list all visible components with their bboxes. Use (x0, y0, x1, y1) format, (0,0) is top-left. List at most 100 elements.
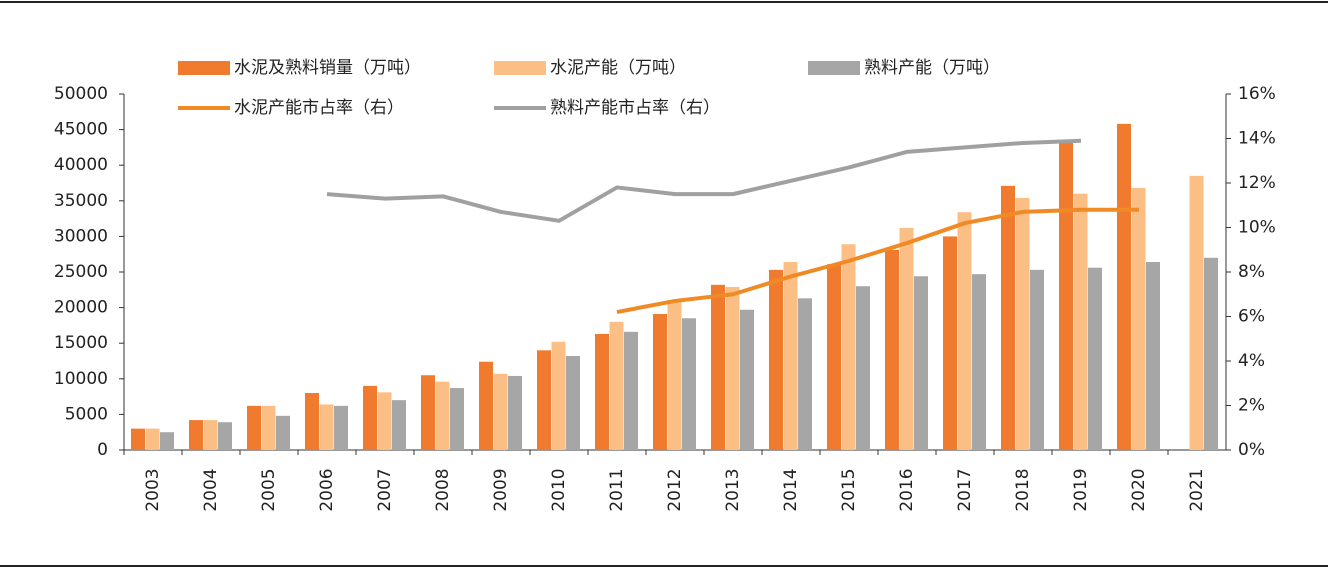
y-tick-label: 30000 (54, 226, 108, 246)
y-tick-label: 5000 (65, 404, 108, 424)
bar (972, 274, 986, 450)
bar (841, 244, 856, 450)
bar (203, 420, 218, 450)
bar (479, 361, 493, 450)
bar (247, 405, 261, 450)
bar (740, 309, 754, 450)
bar (218, 422, 232, 450)
legend-label: 水泥产能（万吨） (550, 58, 686, 78)
bar (363, 385, 377, 450)
y2-tick-label: 8% (1238, 262, 1265, 282)
bar (711, 284, 725, 450)
bar (1030, 269, 1044, 450)
bar (145, 428, 160, 450)
bar (609, 321, 624, 450)
x-tick-label: 2014 (781, 468, 801, 511)
x-tick-label: 2019 (1071, 468, 1091, 511)
bar (566, 356, 580, 450)
x-tick-label: 2005 (259, 468, 279, 511)
x-tick-label: 2008 (433, 468, 453, 511)
legend-swatch (808, 61, 860, 75)
x-tick-label: 2013 (723, 468, 743, 511)
bar (131, 428, 145, 450)
y-tick-label: 50000 (54, 84, 108, 104)
y2-tick-label: 6% (1238, 307, 1265, 327)
y2-tick-label: 2% (1238, 396, 1265, 416)
y-tick-label: 15000 (54, 333, 108, 353)
bar (595, 333, 609, 450)
y2-tick-label: 0% (1238, 440, 1265, 460)
bar (769, 269, 783, 450)
bar (1088, 267, 1102, 450)
bar (392, 400, 406, 450)
bar (1059, 140, 1073, 450)
bar (1073, 193, 1088, 450)
y-tick-label: 0 (97, 440, 108, 460)
x-tick-label: 2018 (1013, 468, 1033, 511)
bar (943, 236, 957, 450)
x-tick-label: 2009 (491, 468, 511, 511)
bar (667, 301, 682, 450)
bar (334, 405, 348, 450)
x-tick-label: 2021 (1187, 468, 1207, 511)
line (616, 207, 1139, 315)
bar (885, 249, 899, 450)
y-tick-label: 10000 (54, 369, 108, 389)
bar (783, 262, 798, 450)
legend-label: 熟料产能（万吨） (864, 57, 1000, 78)
legend-label: 水泥及熟料销量（万吨） (234, 57, 421, 78)
x-tick-label: 2010 (549, 468, 569, 511)
bar (1131, 187, 1146, 450)
x-tick-label: 2003 (143, 468, 163, 511)
bar (189, 420, 203, 450)
bar (856, 286, 870, 450)
y2-tick-label: 12% (1238, 173, 1276, 193)
x-tick-label: 2007 (375, 468, 395, 511)
legend-swatch (494, 61, 546, 75)
bar (435, 381, 450, 450)
bar (261, 405, 276, 450)
bar (725, 286, 740, 450)
x-tick-label: 2015 (839, 468, 859, 511)
bar (551, 341, 566, 450)
bar (827, 264, 841, 450)
bar (1189, 175, 1204, 450)
x-tick-label: 2006 (317, 468, 337, 511)
x-tick-label: 2011 (607, 468, 627, 511)
bar (624, 331, 638, 450)
y2-tick-label: 10% (1238, 218, 1276, 238)
bar (319, 404, 334, 450)
bar (1015, 197, 1030, 450)
line (326, 138, 1082, 223)
y-tick-label: 25000 (54, 262, 108, 282)
bar (1117, 123, 1131, 451)
bar (493, 373, 508, 450)
x-tick-label: 2004 (201, 468, 221, 511)
legend-label: 水泥产能市占率（右） (234, 98, 404, 118)
y-tick-label: 20000 (54, 298, 108, 318)
legend-swatch (178, 61, 230, 75)
x-tick-label: 2017 (955, 468, 975, 511)
x-tick-label: 2016 (897, 468, 917, 511)
y-tick-label: 45000 (54, 120, 108, 140)
x-tick-label: 2020 (1129, 468, 1149, 511)
bar (537, 350, 551, 450)
bar (957, 212, 972, 450)
y2-tick-label: 16% (1238, 84, 1276, 104)
bar (682, 318, 696, 450)
bar (1001, 185, 1015, 450)
y2-tick-label: 14% (1238, 129, 1276, 149)
bar (1204, 257, 1218, 450)
bar (914, 276, 928, 450)
bar (305, 393, 319, 450)
y-tick-label: 40000 (54, 155, 108, 175)
bar (160, 432, 174, 450)
bar (899, 227, 914, 450)
bar (276, 415, 290, 450)
x-tick-label: 2012 (665, 468, 685, 511)
bar (377, 392, 392, 450)
y2-tick-label: 4% (1238, 351, 1265, 371)
bar (798, 298, 812, 450)
